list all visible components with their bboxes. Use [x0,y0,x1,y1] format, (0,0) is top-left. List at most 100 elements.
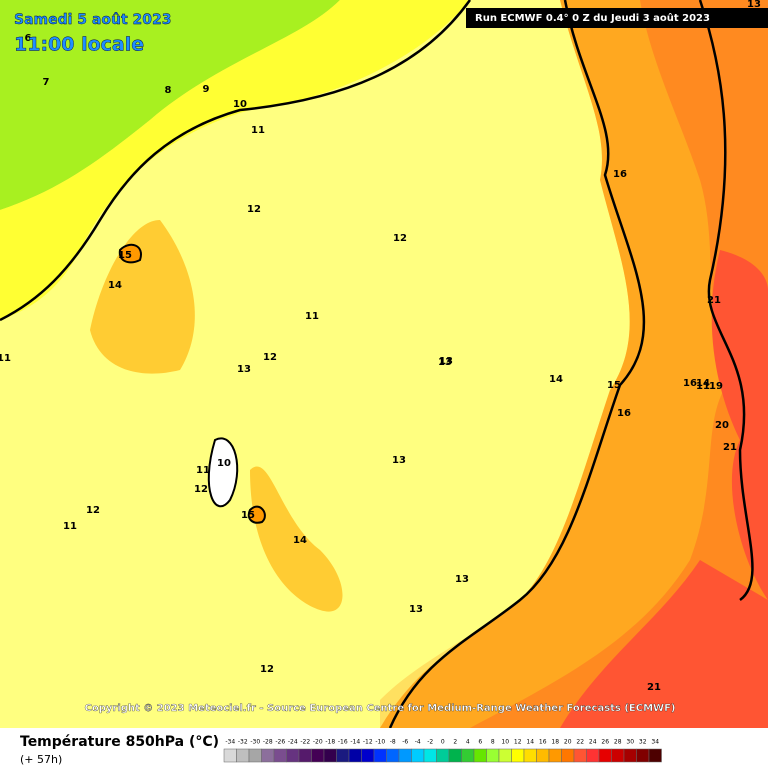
contour-label: 16 [617,408,631,419]
scale-tick-label: 30 [626,739,634,746]
scale-swatch [448,748,462,763]
scale-swatch [348,748,362,763]
scale-tick-label: -4 [415,739,421,746]
scale-swatch [511,748,525,763]
scale-tick-label: 12 [514,739,522,746]
contour-label: 9 [203,84,210,95]
scale-tick-label: -26 [275,739,285,746]
region-hot-east [711,250,768,600]
scale-tick-label: 28 [614,739,622,746]
scale-swatch [536,748,550,763]
contour-label: 21 [647,682,661,693]
contour-label: 13 [409,604,423,615]
contour-20 [698,0,754,602]
contour-label: 15 [607,380,621,391]
scale-tick-label: -18 [325,739,335,746]
contour-label: 13 [747,0,761,10]
contour-label: 6 [25,33,32,44]
scale-tick-label: -14 [350,739,360,746]
scale-tick-label: -16 [338,739,348,746]
scale-swatch [648,748,662,763]
contour-label: 10 [217,458,231,469]
scale-tick-label: -10 [375,739,385,746]
scale-tick-label: 4 [466,739,470,746]
contour-label: 13 [392,455,406,466]
scale-swatch [261,748,275,763]
contour-label: 11 [696,381,710,392]
scale-swatch [461,748,475,763]
scale-tick-label: 32 [639,739,647,746]
scale-tick-label: -20 [313,739,323,746]
scale-tick-label: -24 [288,739,298,746]
forecast-date: Samedi 5 août 2023 [14,12,172,28]
contour-label: 13 [438,357,452,368]
contour-label: 15 [118,250,132,261]
region-hot-south [560,560,768,728]
contour-label: 16 [683,378,697,389]
scale-swatch [498,748,512,763]
contour-10 [0,0,472,322]
contour-label: 11 [63,521,77,532]
scale-tick-label: -28 [263,739,273,746]
scale-swatch [311,748,325,763]
scale-swatch [548,748,562,763]
scale-swatch [436,748,450,763]
scale-tick-label: 2 [453,739,457,746]
contour-label: 11 [196,465,210,476]
legend-subtitle: (+ 57h) [20,753,62,766]
contour-label: 11 [0,353,11,364]
scale-swatch [286,748,300,763]
scale-swatch [573,748,587,763]
scale-tick-label: 26 [601,739,609,746]
scale-tick-label: -30 [250,739,260,746]
region-warm-west [90,220,195,374]
contour-label: 15 [241,510,255,521]
scale-swatch [248,748,262,763]
scale-swatch [223,748,237,763]
scale-swatch [423,748,437,763]
region-yellow [0,0,470,320]
scale-tick-label: -22 [300,739,310,746]
contour-label: 20 [715,420,729,431]
scale-swatch [361,748,375,763]
scale-swatch [398,748,412,763]
contour-label: 21 [707,295,721,306]
contour-label: 11 [251,125,265,136]
scale-swatch [236,748,250,763]
scale-tick-label: 14 [526,739,534,746]
contour-label: 14 [696,378,710,389]
contour-label: 13 [455,574,469,585]
legend-title: Température 850hPa (°C) [20,734,219,750]
scale-tick-label: -32 [238,739,248,746]
scale-swatch [273,748,287,763]
scale-swatch [411,748,425,763]
contour-label: 19 [709,381,723,392]
scale-swatch [298,748,312,763]
scale-tick-label: 6 [478,739,482,746]
scale-swatch [636,748,650,763]
scale-tick-label: 34 [651,739,659,746]
color-scale: -34 -32 -30 -28 -26 -24 -22 -20 -18 -16 -14 -12 -10-… [223,739,662,763]
scale-tick-label: -8 [390,739,396,746]
region-light [0,0,630,728]
contour-warm-spot [247,505,266,524]
scale-tick-label: 24 [589,739,597,746]
contour-label: 8 [165,85,172,96]
scale-swatch [336,748,350,763]
region-cool [0,0,340,210]
forecast-time: 11:00 locale [14,34,144,56]
scale-tick-label: 0 [441,739,445,746]
contour-label: 12 [263,352,277,363]
run-box [466,8,768,28]
scale-swatch [323,748,337,763]
contour-label: 16 [613,169,627,180]
scale-tick-label: 20 [564,739,572,746]
contour-label: 13 [237,364,251,375]
contour-label: 14 [549,374,563,385]
scale-tick-label: -34 [225,739,235,746]
scale-swatch [623,748,637,763]
contour-label: 12 [194,484,208,495]
scale-swatch [523,748,537,763]
contour-label: 12 [247,204,261,215]
